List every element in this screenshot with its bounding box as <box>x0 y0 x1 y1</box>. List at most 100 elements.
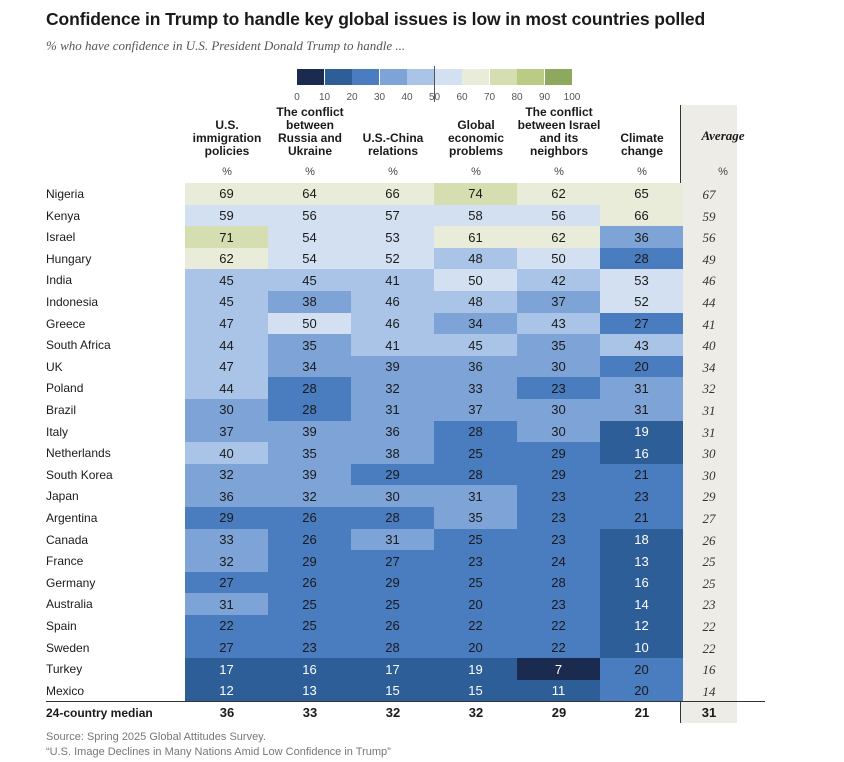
legend-tick-label: 30 <box>373 92 386 103</box>
legend-tick-label: 100 <box>563 92 581 103</box>
heatmap-cell: 17 <box>185 658 268 680</box>
heatmap-cell: 23 <box>517 507 600 529</box>
percent-unit-label: % <box>305 166 315 178</box>
column-header: Global economic problems <box>447 118 504 158</box>
heatmap-cell: 26 <box>268 507 351 529</box>
heatmap-cell: 20 <box>434 593 517 616</box>
heatmap-cell: 64 <box>268 183 351 205</box>
heatmap-cell: 56 <box>517 204 600 227</box>
percent-unit-label: % <box>718 166 728 178</box>
heatmap-cell: 30 <box>517 420 600 443</box>
heatmap-cell: 19 <box>434 658 517 680</box>
heatmap-cell: 53 <box>600 269 683 292</box>
average-value: 16 <box>702 662 716 678</box>
heatmap-cell: 29 <box>268 550 351 572</box>
heatmap-cell: 39 <box>268 420 351 443</box>
heatmap-cell: 28 <box>434 463 517 486</box>
country-label: Italy <box>46 424 69 439</box>
heatmap-cell: 32 <box>268 485 351 508</box>
country-label: India <box>46 273 73 288</box>
heatmap-cell: 28 <box>434 420 517 443</box>
heatmap-cell: 27 <box>185 571 268 594</box>
country-label: Argentina <box>46 511 98 525</box>
heatmap-cell: 27 <box>600 312 683 335</box>
legend-tick-label: 90 <box>538 92 551 103</box>
heatmap-cell: 16 <box>600 571 683 594</box>
heatmap-cell: 14 <box>600 593 683 616</box>
heatmap-cell: 28 <box>351 636 434 659</box>
heatmap-cell: 62 <box>185 247 268 270</box>
heatmap-cell: 31 <box>351 528 434 551</box>
median-value: 32 <box>468 705 484 720</box>
average-value: 22 <box>702 619 716 634</box>
heatmap-cell: 40 <box>185 442 268 464</box>
average-column-header: Average <box>701 128 745 143</box>
country-label: Hungary <box>46 251 92 266</box>
column-header: Climate change <box>620 131 664 158</box>
column-header: U.S. immigration policies <box>192 118 262 158</box>
legend-swatch <box>407 69 434 85</box>
average-value: 32 <box>702 381 716 397</box>
average-value: 30 <box>702 446 716 462</box>
percent-unit-label: % <box>222 166 232 178</box>
heatmap-cell: 44 <box>185 334 268 356</box>
legend-swatch <box>324 69 352 85</box>
heatmap-cell: 18 <box>600 528 683 551</box>
heatmap-cell: 32 <box>351 377 434 400</box>
heatmap-cell: 62 <box>517 183 600 205</box>
heatmap-cell: 52 <box>351 247 434 270</box>
heatmap-cell: 12 <box>600 615 683 637</box>
heatmap-cell: 25 <box>434 528 517 551</box>
heatmap-cell: 25 <box>351 593 434 616</box>
heatmap-cell: 45 <box>434 334 517 356</box>
heatmap-cell: 26 <box>351 615 434 637</box>
country-label: Australia <box>46 597 93 612</box>
average-value: 31 <box>702 403 716 418</box>
heatmap-cell: 32 <box>185 463 268 486</box>
country-label: South Africa <box>46 338 111 353</box>
heatmap-cell: 7 <box>517 658 600 680</box>
legend-swatch <box>352 69 379 85</box>
legend-tick-label: 0 <box>294 92 300 103</box>
heatmap-cell: 15 <box>434 679 517 702</box>
country-label: Nigeria <box>46 187 85 201</box>
average-value: 40 <box>702 338 716 354</box>
heatmap-cell: 10 <box>600 636 683 659</box>
heatmap-cell: 23 <box>517 377 600 400</box>
heatmap-cell: 54 <box>268 226 351 248</box>
median-value: 32 <box>385 705 401 720</box>
legend-tick-label: 50 <box>428 92 441 103</box>
heatmap-cell: 31 <box>600 399 683 421</box>
column-header: U.S.-China relations <box>362 131 424 158</box>
heatmap-cell: 37 <box>185 420 268 443</box>
heatmap-cell: 31 <box>434 485 517 508</box>
country-label: Kenya <box>46 208 81 223</box>
heatmap-cell: 20 <box>600 355 683 378</box>
heatmap-cell: 25 <box>268 593 351 616</box>
legend-swatch <box>434 69 462 85</box>
heatmap-cell: 36 <box>185 485 268 508</box>
percent-unit-label: % <box>554 166 564 178</box>
heatmap-cell: 47 <box>185 312 268 335</box>
average-value: 23 <box>702 597 716 613</box>
heatmap-cell: 66 <box>351 183 434 205</box>
average-value: 46 <box>702 273 716 289</box>
heatmap-cell: 30 <box>185 399 268 421</box>
heatmap-cell: 53 <box>351 226 434 248</box>
heatmap-cell: 65 <box>600 183 683 205</box>
heatmap-cell: 46 <box>351 291 434 313</box>
heatmap-cell: 25 <box>268 615 351 637</box>
country-label: France <box>46 554 84 569</box>
heatmap-cell: 32 <box>185 550 268 572</box>
average-value: 14 <box>702 683 716 699</box>
heatmap-cell: 20 <box>600 658 683 680</box>
average-value: 25 <box>702 575 716 591</box>
legend-tick-label: 20 <box>346 92 358 103</box>
heatmap-cell: 28 <box>268 399 351 421</box>
legend-swatch <box>297 69 324 85</box>
average-value: 34 <box>702 359 716 375</box>
legend-swatch <box>379 69 407 85</box>
heatmap-cell: 37 <box>517 291 600 313</box>
heatmap-cell: 29 <box>351 571 434 594</box>
median-value: 36 <box>219 705 235 720</box>
